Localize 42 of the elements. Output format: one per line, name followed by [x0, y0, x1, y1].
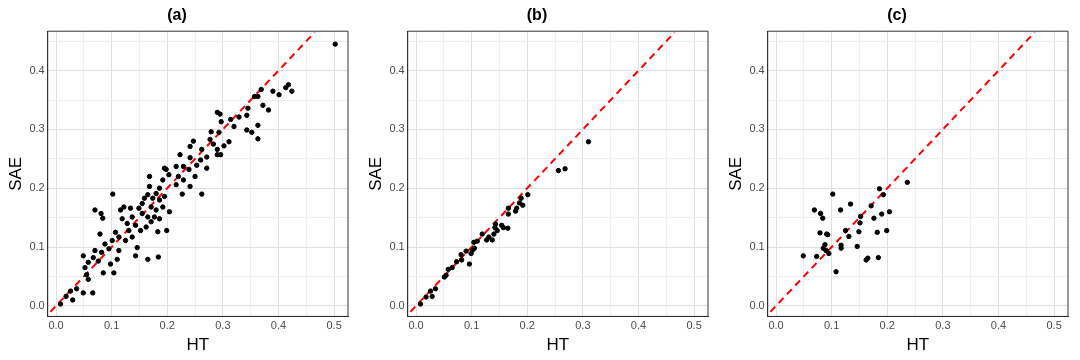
x-tick-label: 0.3 — [215, 319, 231, 332]
y-tick-label: 0.4 — [749, 63, 765, 76]
x-tick-label: 0.0 — [408, 319, 424, 332]
x-tick-label: 0.3 — [935, 319, 951, 332]
chart-title: (c) — [887, 6, 907, 24]
y-axis-title: SAE — [725, 156, 745, 191]
y-axis-title: SAE — [365, 156, 385, 191]
x-tick-label: 0.1 — [104, 319, 120, 332]
x-tick-label: 0.2 — [519, 319, 535, 332]
x-axis-title: HT — [546, 335, 570, 355]
x-tick-label: 0.1 — [464, 319, 480, 332]
y-tick-label: 0.1 — [389, 240, 405, 253]
y-tick-label: 0.3 — [389, 122, 405, 135]
x-tick-label: 0.5 — [686, 319, 702, 332]
x-tick-label: 0.1 — [824, 319, 840, 332]
y-tick-label: 0.3 — [749, 122, 765, 135]
y-tick-label: 0.4 — [29, 63, 45, 76]
y-axis-title: SAE — [5, 156, 25, 191]
y-tick-label: 0.2 — [389, 181, 405, 194]
x-tick-label: 0.2 — [879, 319, 895, 332]
y-tick-label: 0.0 — [29, 298, 45, 311]
x-axis-title: HT — [186, 335, 210, 355]
x-tick-label: 0.4 — [630, 319, 647, 332]
x-tick-label: 0.5 — [1046, 319, 1062, 332]
y-tick-label: 0.1 — [29, 240, 45, 253]
y-tick-label: 0.0 — [389, 298, 405, 311]
x-tick-label: 0.4 — [270, 319, 287, 332]
x-axis-title: HT — [906, 335, 930, 355]
x-tick-label: 0.0 — [768, 319, 784, 332]
y-tick-label: 0.3 — [29, 122, 45, 135]
y-tick-label: 0.1 — [749, 240, 765, 253]
chart-title: (a) — [167, 6, 187, 24]
x-tick-label: 0.3 — [575, 319, 591, 332]
chart-title: (b) — [526, 6, 548, 24]
y-tick-label: 0.2 — [29, 181, 45, 194]
y-tick-label: 0.0 — [749, 298, 765, 311]
x-tick-label: 0.5 — [326, 319, 342, 332]
x-tick-label: 0.4 — [990, 319, 1007, 332]
y-tick-label: 0.4 — [389, 63, 405, 76]
x-tick-label: 0.0 — [48, 319, 64, 332]
x-tick-label: 0.2 — [159, 319, 175, 332]
y-tick-label: 0.2 — [749, 181, 765, 194]
